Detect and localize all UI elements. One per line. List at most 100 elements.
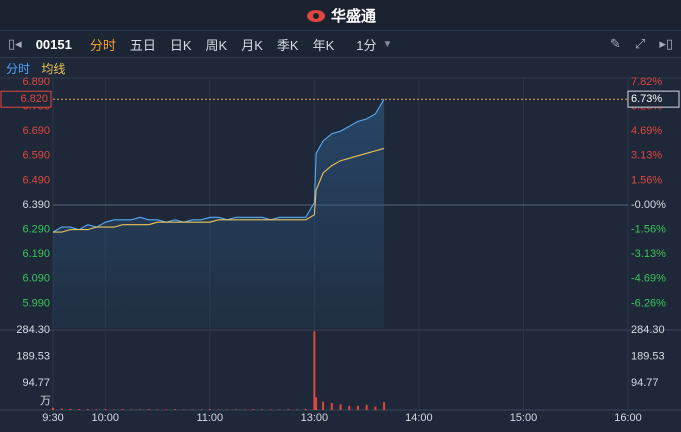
volume-bar	[261, 409, 264, 410]
volume-bar	[330, 402, 333, 410]
price-line	[53, 147, 385, 233]
y2-tick-label: 94.77	[631, 377, 659, 389]
volume-bar	[269, 409, 272, 410]
y-tick-label: 6.590	[22, 150, 50, 162]
volume-bar	[313, 331, 316, 410]
volume-bar	[252, 409, 255, 410]
volume-bar	[52, 407, 54, 410]
price-line	[52, 98, 385, 233]
volume-bar	[200, 409, 203, 410]
volume-bar	[191, 409, 194, 410]
volume-bar	[243, 409, 246, 410]
y2-tick-label: -4.69%	[631, 273, 666, 285]
x-tick-label: 9:30	[42, 412, 63, 424]
volume-bar	[356, 405, 359, 410]
y2-tick-label: 4.69%	[631, 125, 662, 137]
volume-bar	[315, 397, 318, 410]
volume-bar	[234, 409, 237, 410]
volume-bar	[217, 409, 220, 410]
x-tick-label: 13:00	[301, 412, 329, 424]
y-tick-label: 6.490	[22, 174, 50, 186]
volume-bar	[95, 409, 98, 410]
collapse-icon[interactable]: ▯◂	[8, 36, 22, 51]
subtabs: 分时 均线	[6, 60, 65, 77]
interval[interactable]: 1分	[356, 37, 377, 53]
y-tick-label: 6.690	[22, 125, 50, 137]
volume-bar	[165, 409, 168, 410]
y-tick-label: 6.890	[22, 76, 50, 88]
volume-bar	[226, 409, 229, 410]
volume-bar	[208, 409, 211, 410]
exit-icon[interactable]: ▸▯	[659, 36, 673, 51]
volume-bar	[139, 409, 142, 410]
y-tick-label: 284.30	[16, 324, 50, 336]
volume-bar	[156, 409, 159, 410]
x-tick-label: 16:00	[614, 412, 642, 424]
logo-icon	[306, 10, 325, 22]
tab[interactable]: 五日	[129, 37, 156, 53]
y2-tick-label: 284.30	[631, 324, 665, 336]
tab[interactable]: 分时	[89, 37, 116, 53]
volume-bar	[322, 401, 325, 410]
subtab[interactable]: 均线	[41, 62, 66, 76]
y2-tick-label: -6.26%	[631, 297, 666, 309]
y-tick-label: 5.990	[22, 297, 50, 309]
x-tick-label: 14:00	[405, 412, 433, 424]
volume-bar	[69, 408, 72, 410]
toolbar: ▯◂ 00151 分时 五日 日K 周K 月K 季K 年K 1分 ▼ ✎ ⤢ ▸…	[0, 30, 681, 58]
y2-tick-label: 1.56%	[631, 174, 662, 186]
last-change: 6.73%	[631, 93, 662, 105]
volume-bar	[147, 409, 150, 410]
y2-tick-label: -3.13%	[631, 248, 666, 260]
subtab[interactable]: 分时	[6, 62, 31, 76]
x-tick-label: 10:00	[92, 412, 120, 424]
stock-code: 00151	[35, 36, 72, 52]
y-tick-label: 189.53	[16, 351, 50, 363]
last-price-box	[0, 90, 52, 108]
volume-bar	[112, 409, 115, 410]
y-tick-label: 6.190	[22, 248, 50, 260]
y2-tick-label: 7.82%	[631, 76, 662, 88]
tab[interactable]: 日K	[169, 37, 192, 53]
volume-bar	[78, 409, 81, 410]
dropdown-arrow[interactable]: ▼	[382, 38, 393, 50]
volume-bar	[287, 409, 290, 410]
volume-bar	[374, 406, 377, 410]
volume-bar	[130, 409, 133, 410]
volume-bar	[304, 408, 307, 410]
last-change-box	[627, 90, 680, 108]
volume-bar	[173, 409, 176, 410]
volume-bar	[104, 409, 107, 410]
fullscreen-icon[interactable]: ⤢	[634, 36, 646, 51]
volume-unit: 万	[40, 395, 51, 407]
y2-tick-label: -0.00%	[631, 199, 666, 211]
y-tick-label: 6.290	[22, 224, 50, 236]
volume-bar	[348, 405, 351, 410]
logo: 华盛通	[330, 7, 376, 25]
y-tick-label: 94.77	[22, 377, 50, 389]
volume-bar	[86, 409, 89, 410]
y-tick-label: 6.090	[22, 273, 50, 285]
header: 华盛通	[0, 0, 681, 30]
volume-bar	[278, 409, 281, 410]
tab[interactable]: 周K	[205, 37, 228, 53]
tab[interactable]: 月K	[241, 37, 263, 53]
last-price: 6.820	[20, 93, 48, 105]
volume-bar	[295, 409, 298, 410]
volume-bar	[383, 402, 386, 410]
volume-bar	[365, 404, 368, 410]
price-area	[53, 99, 385, 328]
tab[interactable]: 季K	[276, 37, 299, 53]
y-tick-label: 6.390	[22, 199, 50, 211]
volume-bar	[182, 409, 185, 410]
tab[interactable]: 年K	[312, 37, 335, 53]
y2-tick-label: 3.13%	[631, 150, 662, 162]
volume-bar	[60, 408, 63, 410]
volume-bar	[339, 404, 342, 410]
volume-bar	[121, 409, 124, 410]
x-tick-label: 15:00	[510, 412, 538, 424]
draw-icon[interactable]: ✎	[610, 36, 621, 51]
y2-tick-label: -1.56%	[631, 223, 666, 235]
